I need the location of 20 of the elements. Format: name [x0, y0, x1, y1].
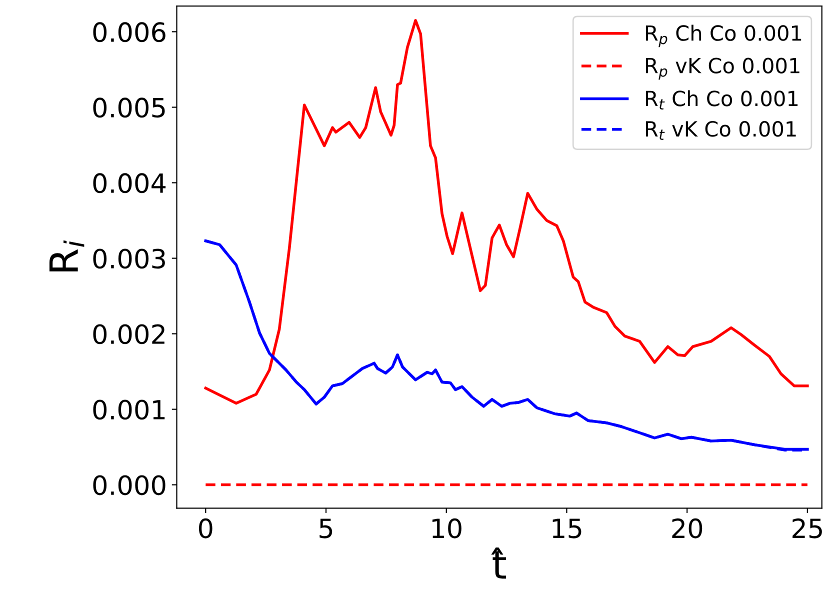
y-tick-label: 0.006 — [93, 22, 166, 42]
legend-label: R$_{t}$ Ch Co 0.001 — [646, 90, 798, 110]
y-tick-label: 0.003 — [93, 248, 165, 269]
y-tick-label: 0.005 — [93, 98, 165, 118]
x-tick-label: 25 — [792, 518, 822, 538]
line-series — [204, 19, 809, 405]
y-tick-label: 0.002 — [93, 324, 164, 344]
y-tick-label: 0.000 — [93, 475, 166, 496]
x-tick-label: 15 — [552, 518, 582, 538]
y-tick-label: 0.004 — [93, 173, 166, 194]
legend-label: R$_{p}$ Ch Co 0.001 — [646, 24, 802, 48]
x-tick-label: 5 — [320, 518, 332, 538]
legend-label: R$_{p}$ vK Co 0.001 — [646, 58, 800, 80]
x-tick-label: 20 — [672, 518, 702, 538]
x-axis-title: t̂ — [491, 547, 506, 579]
x-tick-label: 0 — [198, 518, 212, 538]
legend-label: R$_{t}$ vK Co 0.001 — [646, 121, 796, 140]
y-tick-label: 0.001 — [93, 400, 165, 420]
x-tick-label: 10 — [432, 518, 462, 538]
y-axis-title: R$_{i}$ — [49, 240, 84, 272]
